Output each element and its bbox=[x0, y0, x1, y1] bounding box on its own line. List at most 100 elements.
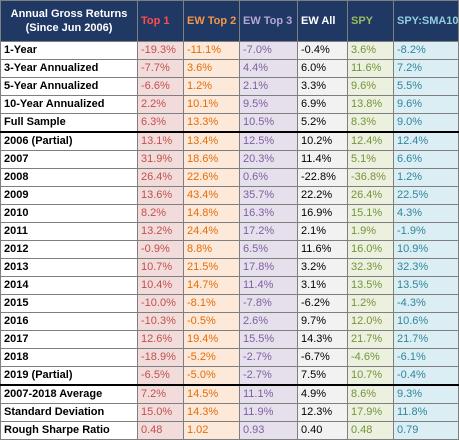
row-label: 2009 bbox=[0, 186, 138, 205]
cell-ew-all: 11.4% bbox=[297, 150, 348, 169]
cell-ew-top2: 10.1% bbox=[183, 95, 240, 114]
table-row: 3-Year Annualized -7.7% 3.6% 4.4% 6.0% 11.6% 7… bbox=[0, 59, 459, 78]
cell-ew-all: 6.9% bbox=[297, 95, 348, 114]
cell-spy-sma10: 9.3% bbox=[393, 384, 459, 404]
cell-ew-top2: 14.7% bbox=[183, 276, 240, 295]
table-row: 2016 -10.3% -0.5% 2.6% 9.7% 12.0% 10.6% bbox=[0, 312, 459, 331]
row-label: 2007 bbox=[0, 150, 138, 169]
column-header-ew-all: EW All bbox=[297, 0, 348, 42]
cell-top1: 15.0% bbox=[137, 403, 184, 422]
cell-top1: -0.9% bbox=[137, 240, 184, 259]
cell-spy-sma10: 12.4% bbox=[393, 131, 459, 151]
row-label: 3-Year Annualized bbox=[0, 59, 138, 78]
table-row: 2013 10.7% 21.5% 17.8% 3.2% 32.3% 32.3% bbox=[0, 258, 459, 277]
cell-spy-sma10: -6.1% bbox=[393, 348, 459, 367]
cell-spy-sma10: 22.5% bbox=[393, 186, 459, 205]
cell-ew-top3: 11.1% bbox=[239, 384, 298, 404]
cell-ew-all: 3.1% bbox=[297, 276, 348, 295]
cell-top1: 13.6% bbox=[137, 186, 184, 205]
cell-ew-top2: 19.4% bbox=[183, 330, 240, 349]
table-row: 2010 8.2% 14.8% 16.3% 16.9% 15.1% 4.3% bbox=[0, 204, 459, 223]
table-row: 2007 31.9% 18.6% 20.3% 11.4% 5.1% 6.6% bbox=[0, 150, 459, 169]
row-label: 2010 bbox=[0, 204, 138, 223]
cell-ew-top3: 16.3% bbox=[239, 204, 298, 223]
cell-ew-all: 10.2% bbox=[297, 131, 348, 151]
cell-ew-top3: 0.6% bbox=[239, 168, 298, 187]
cell-top1: -10.3% bbox=[137, 312, 184, 331]
cell-spy: 3.6% bbox=[347, 41, 394, 60]
cell-spy-sma10: -4.3% bbox=[393, 294, 459, 313]
cell-top1: 10.4% bbox=[137, 276, 184, 295]
cell-top1: 31.9% bbox=[137, 150, 184, 169]
cell-ew-top2: 13.3% bbox=[183, 113, 240, 133]
cell-spy-sma10: 21.7% bbox=[393, 330, 459, 349]
cell-top1: -18.9% bbox=[137, 348, 184, 367]
cell-ew-all: 12.3% bbox=[297, 403, 348, 422]
cell-ew-top3: 15.5% bbox=[239, 330, 298, 349]
cell-ew-top3: -2.7% bbox=[239, 366, 298, 386]
cell-top1: 12.6% bbox=[137, 330, 184, 349]
cell-top1: -19.3% bbox=[137, 41, 184, 60]
row-label: 2013 bbox=[0, 258, 138, 277]
row-label: 5-Year Annualized bbox=[0, 77, 138, 96]
table-row: 10-Year Annualized 2.2% 10.1% 9.5% 6.9% 13.8%… bbox=[0, 95, 459, 114]
table-row: 2008 26.4% 22.6% 0.6% -22.8% -36.8% 1.2% bbox=[0, 168, 459, 187]
table-row: 2018 -18.9% -5.2% -2.7% -6.7% -4.6% -6.1% bbox=[0, 348, 459, 367]
cell-ew-top2: 18.6% bbox=[183, 150, 240, 169]
cell-ew-top2: -8.1% bbox=[183, 294, 240, 313]
cell-spy: 17.9% bbox=[347, 403, 394, 422]
cell-spy: -36.8% bbox=[347, 168, 394, 187]
cell-top1: -10.0% bbox=[137, 294, 184, 313]
row-label: 2015 bbox=[0, 294, 138, 313]
cell-ew-top3: 6.5% bbox=[239, 240, 298, 259]
cell-ew-top2: 8.8% bbox=[183, 240, 240, 259]
cell-ew-top2: -5.2% bbox=[183, 348, 240, 367]
cell-top1: -6.5% bbox=[137, 366, 184, 386]
cell-ew-all: 6.0% bbox=[297, 59, 348, 78]
table-title-line2: (Since Jun 2006) bbox=[25, 22, 113, 34]
table-row: 2007-2018 Average 7.2% 14.5% 11.1% 4.9% 8.6% 9… bbox=[0, 384, 459, 404]
cell-ew-top2: 13.4% bbox=[183, 131, 240, 151]
cell-spy-sma10: 10.6% bbox=[393, 312, 459, 331]
cell-top1: 13.1% bbox=[137, 131, 184, 151]
cell-spy: 1.2% bbox=[347, 294, 394, 313]
cell-ew-top2: -5.0% bbox=[183, 366, 240, 386]
row-label: 2017 bbox=[0, 330, 138, 349]
cell-spy: 1.9% bbox=[347, 222, 394, 241]
cell-spy: 11.6% bbox=[347, 59, 394, 78]
row-label: 2018 bbox=[0, 348, 138, 367]
cell-ew-top3: 0.93 bbox=[239, 421, 298, 440]
cell-spy: -4.6% bbox=[347, 348, 394, 367]
table-row: Full Sample 6.3% 13.3% 10.5% 5.2% 8.3% 9.0% bbox=[0, 113, 459, 133]
table-row: 2019 (Partial) -6.5% -5.0% -2.7% 7.5% 10.7% -0… bbox=[0, 366, 459, 386]
cell-ew-top2: 21.5% bbox=[183, 258, 240, 277]
cell-spy-sma10: 6.6% bbox=[393, 150, 459, 169]
cell-ew-all: 3.3% bbox=[297, 77, 348, 96]
cell-spy-sma10: -8.2% bbox=[393, 41, 459, 60]
cell-ew-top3: 35.7% bbox=[239, 186, 298, 205]
cell-ew-top2: 22.6% bbox=[183, 168, 240, 187]
cell-ew-top2: 1.2% bbox=[183, 77, 240, 96]
cell-ew-all: 4.9% bbox=[297, 384, 348, 404]
cell-ew-all: 9.7% bbox=[297, 312, 348, 331]
cell-ew-top2: 24.4% bbox=[183, 222, 240, 241]
row-label: 2011 bbox=[0, 222, 138, 241]
cell-spy: 8.3% bbox=[347, 113, 394, 133]
table-row: 2014 10.4% 14.7% 11.4% 3.1% 13.5% 13.5% bbox=[0, 276, 459, 295]
cell-spy-sma10: 7.2% bbox=[393, 59, 459, 78]
cell-ew-top3: 11.4% bbox=[239, 276, 298, 295]
cell-ew-top3: -2.7% bbox=[239, 348, 298, 367]
row-label: 2014 bbox=[0, 276, 138, 295]
row-label: 10-Year Annualized bbox=[0, 95, 138, 114]
cell-ew-top2: -11.1% bbox=[183, 41, 240, 60]
cell-ew-all: -6.7% bbox=[297, 348, 348, 367]
table-row: 2011 13.2% 24.4% 17.2% 2.1% 1.9% -1.9% bbox=[0, 222, 459, 241]
cell-spy-sma10: 13.5% bbox=[393, 276, 459, 295]
row-label: 2019 (Partial) bbox=[0, 366, 138, 386]
cell-ew-all: 14.3% bbox=[297, 330, 348, 349]
cell-ew-top3: 2.1% bbox=[239, 77, 298, 96]
cell-spy: 32.3% bbox=[347, 258, 394, 277]
cell-spy: 5.1% bbox=[347, 150, 394, 169]
cell-ew-top2: 14.8% bbox=[183, 204, 240, 223]
